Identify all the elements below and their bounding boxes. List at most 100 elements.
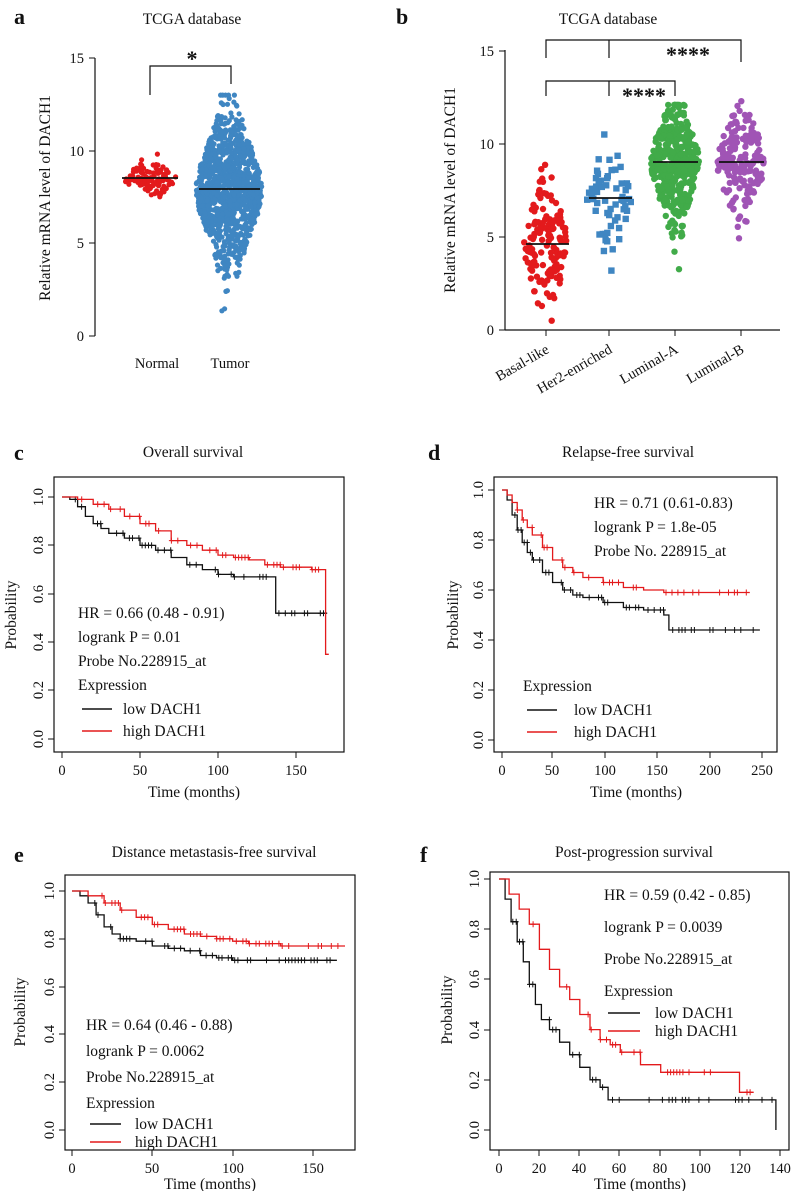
data-point (233, 153, 239, 160)
data-point (211, 196, 218, 203)
data-point (683, 118, 690, 125)
data-point (234, 176, 240, 182)
panel-letter-a: a (14, 4, 25, 29)
censor-mark (117, 506, 123, 513)
censor-mark (212, 566, 218, 573)
data-point (148, 192, 154, 198)
data-point (155, 170, 161, 176)
data-point (684, 139, 692, 146)
data-point (225, 137, 231, 143)
data-point (746, 111, 753, 119)
data-point (598, 183, 605, 191)
data-point (615, 224, 623, 232)
censor-mark (245, 554, 251, 561)
data-point (684, 161, 691, 169)
censor-mark (235, 957, 241, 964)
data-point (604, 229, 611, 237)
tick-label: 1.0 (471, 481, 487, 499)
censor-mark (114, 530, 120, 537)
data-point (623, 180, 631, 187)
tick-label: 140 (769, 1161, 791, 1177)
panel-c-curves (62, 496, 329, 655)
censor-mark (743, 589, 749, 596)
censor-mark (670, 627, 676, 633)
logrank-p: logrank P = 0.0062 (86, 1043, 204, 1060)
data-point (725, 172, 733, 179)
data-point (209, 164, 215, 170)
data-point (653, 152, 661, 159)
logrank-p: logrank P = 0.01 (78, 629, 181, 646)
censor-mark (216, 571, 221, 578)
censor-mark (537, 557, 543, 563)
data-point (679, 223, 686, 230)
data-point (250, 192, 256, 198)
censor-mark (231, 573, 237, 580)
panel-b-y-label: Relative mRNA level of DACH1 (442, 87, 459, 293)
survival-curve (499, 878, 754, 1093)
data-point (592, 207, 599, 214)
censor-mark (701, 1069, 707, 1076)
data-point (213, 255, 219, 261)
censor-mark (616, 1096, 622, 1103)
tick-label: 60 (612, 1161, 627, 1177)
data-point (551, 257, 558, 264)
data-point (258, 180, 264, 186)
data-point (679, 196, 686, 204)
censor-mark (586, 594, 592, 601)
censor-mark (747, 1089, 753, 1096)
censor-mark (193, 561, 199, 568)
data-point (622, 187, 629, 194)
data-point (660, 123, 667, 130)
censor-mark (143, 938, 149, 945)
censor-mark (327, 957, 333, 964)
censor-mark (213, 547, 219, 554)
censor-mark (197, 947, 203, 954)
panel-e-x-label: Time (months) (164, 1176, 256, 1191)
data-point (532, 204, 539, 211)
data-point (602, 237, 609, 244)
censor-mark (227, 935, 233, 942)
data-point (212, 151, 218, 157)
tick-label: 0 (77, 329, 84, 345)
censor-mark (120, 530, 126, 537)
data-point (202, 157, 208, 163)
data-point (224, 217, 230, 223)
data-point (672, 199, 679, 206)
panel-d-frame (493, 476, 778, 753)
hazard-ratio: HR = 0.71 (0.61-0.83) (594, 495, 733, 512)
panel-b: b TCGA database 0 5 10 15 Relative mRNA … (396, 4, 780, 397)
censor-mark (726, 589, 731, 596)
panel-b-title: TCGA database (559, 11, 658, 28)
censor-mark (282, 610, 288, 617)
data-point (550, 244, 557, 251)
data-point (648, 155, 655, 162)
data-point (199, 161, 205, 167)
censor-mark (276, 610, 282, 617)
panel-a-title: TCGA database (143, 11, 242, 28)
censor-mark (149, 938, 155, 945)
censor-mark (514, 507, 520, 513)
survival-curve (72, 890, 345, 947)
censor-mark (95, 911, 101, 918)
censor-mark (302, 957, 308, 964)
data-point (227, 198, 233, 204)
censor-mark (228, 571, 234, 578)
data-point (538, 166, 545, 173)
data-point (218, 143, 224, 149)
data-point (225, 273, 232, 279)
data-point (138, 161, 144, 167)
censor-mark (710, 627, 716, 633)
hazard-ratio: HR = 0.59 (0.42 - 0.85) (604, 887, 751, 904)
data-point (527, 275, 535, 282)
data-point (720, 132, 727, 140)
tick-label: 100 (207, 763, 229, 779)
data-point (660, 165, 668, 173)
censor-mark (722, 627, 728, 633)
tick-label: 0.8 (31, 536, 47, 554)
data-point (238, 153, 244, 159)
significance-label: * (187, 46, 198, 71)
data-point (214, 211, 220, 217)
legend-header: Expression (523, 678, 592, 695)
data-point (557, 276, 564, 283)
censor-mark (562, 564, 568, 571)
